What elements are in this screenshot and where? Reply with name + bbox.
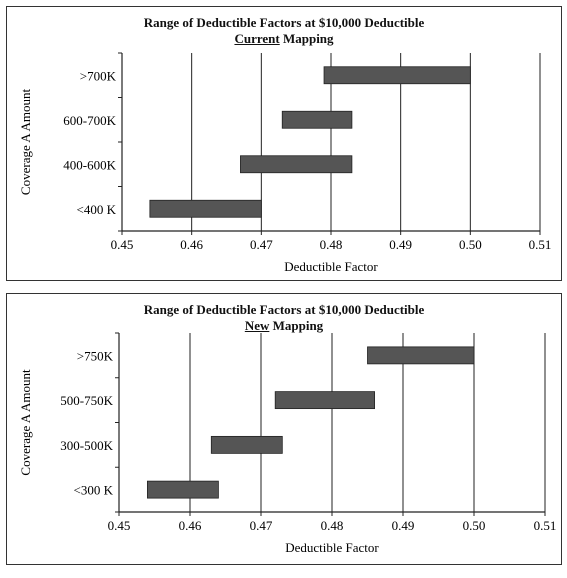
chart-title-text: Range of Deductible Factors at $10,000 D… xyxy=(143,15,425,30)
x-tick-label: 0.50 xyxy=(459,237,482,252)
y-category-label: 400-600K xyxy=(63,157,116,172)
range-chart-current: 0.45 0.46 0.47 0.48 0.49 0.50 0.51 >700K 600-700… xyxy=(18,52,552,274)
y-category-label: <400 K xyxy=(77,202,117,217)
x-tick-label: 0.45 xyxy=(111,237,134,252)
range-bar xyxy=(323,66,471,85)
y-category-label: 500-750K xyxy=(60,393,113,408)
x-tick-label: 0.46 xyxy=(179,518,202,533)
x-tick-label: 0.48 xyxy=(320,237,343,252)
y-category-label: 600-700K xyxy=(63,113,116,128)
x-tick-label: 0.51 xyxy=(529,237,552,252)
y-axis-title: Coverage A Amount xyxy=(18,89,33,196)
range-chart-new: 0.45 0.46 0.47 0.48 0.49 0.50 0.51 >750K 500-750… xyxy=(18,332,557,555)
chart-title: Range of Deductible Factors at $10,000 D… xyxy=(7,15,561,47)
chart-subtitle-rest: Mapping xyxy=(269,318,324,333)
x-tick-label: 0.47 xyxy=(250,518,273,533)
y-category-label: 300-500K xyxy=(60,438,113,453)
x-tick-label: 0.50 xyxy=(463,518,486,533)
range-bar xyxy=(240,155,353,174)
range-bar xyxy=(274,391,376,410)
range-bar xyxy=(149,199,262,218)
y-category-label: >700K xyxy=(80,68,117,83)
x-tick-label: 0.48 xyxy=(321,518,344,533)
x-tick-label: 0.45 xyxy=(108,518,131,533)
x-tick-label: 0.46 xyxy=(180,237,203,252)
range-bar xyxy=(210,435,283,454)
x-tick-label: 0.47 xyxy=(250,237,273,252)
x-tick-label: 0.51 xyxy=(534,518,557,533)
chart-subtitle-rest: Mapping xyxy=(279,31,334,46)
x-axis-title: Deductible Factor xyxy=(284,259,378,274)
y-category-label: <300 K xyxy=(74,483,114,498)
x-tick-label: 0.49 xyxy=(389,237,412,252)
y-category-label: >750K xyxy=(77,348,114,363)
chart-title: Range of Deductible Factors at $10,000 D… xyxy=(7,302,561,334)
y-axis-title: Coverage A Amount xyxy=(18,369,33,476)
x-axis-title: Deductible Factor xyxy=(285,540,379,555)
chart-panel-current: Range of Deductible Factors at $10,000 D… xyxy=(6,6,562,281)
x-tick-label: 0.49 xyxy=(392,518,415,533)
chart-panel-new: Range of Deductible Factors at $10,000 D… xyxy=(6,293,562,565)
chart-subtitle-underlined: New xyxy=(244,318,270,333)
chart-title-text: Range of Deductible Factors at $10,000 D… xyxy=(143,302,425,317)
range-bar xyxy=(367,346,475,365)
range-bar xyxy=(146,480,219,499)
chart-subtitle-underlined: Current xyxy=(234,31,280,46)
range-bar xyxy=(281,110,353,129)
